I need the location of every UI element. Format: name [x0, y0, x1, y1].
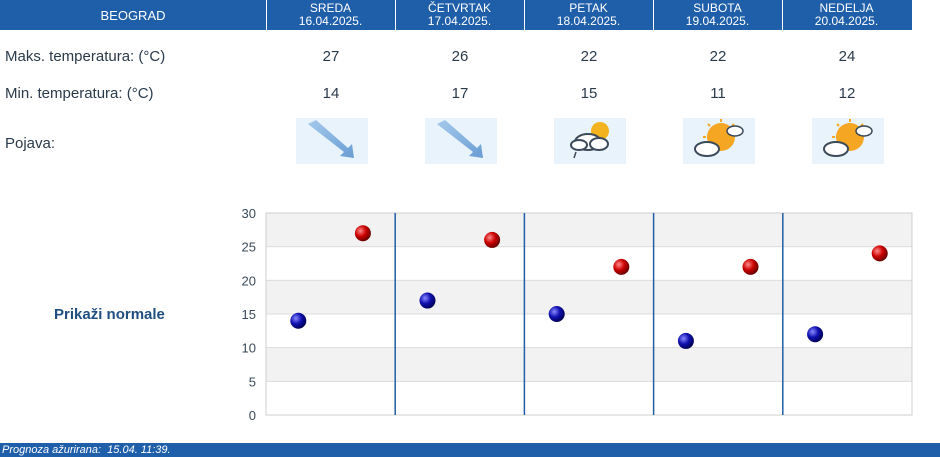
max-temp-value: 26: [451, 48, 469, 65]
y-tick-label: 25: [242, 240, 256, 255]
sleet-icon: [296, 118, 368, 164]
min-temp-value: 12: [838, 85, 856, 102]
day-date: 20.04.2025.: [814, 14, 879, 28]
y-tick-label: 30: [242, 206, 256, 221]
max-temp-point: [871, 245, 888, 262]
chart-band: [266, 213, 912, 247]
day-header-5: NEDELJA 20.04.2025.: [782, 0, 910, 30]
min-temp-label: Min. temperatura: (°C): [5, 85, 154, 102]
chart-band: [266, 347, 912, 382]
max-temp-label: Maks. temperatura: (°C): [5, 48, 166, 65]
cloud-sun-rain-icon: [554, 118, 626, 164]
city-name: BEOGRAD: [100, 7, 166, 23]
show-normals-link[interactable]: Prikaži normale: [54, 306, 165, 323]
max-temp-point: [613, 258, 630, 275]
day-date: 18.04.2025.: [556, 14, 621, 28]
y-tick-label: 5: [249, 374, 256, 389]
day-header-4: SUBOTA 19.04.2025.: [653, 0, 781, 30]
max-temp-value: 22: [580, 48, 598, 65]
phenomenon-label: Pojava:: [5, 135, 56, 152]
max-temp-point: [484, 231, 501, 248]
sun-cloud-icon: [683, 118, 755, 164]
max-temp-point: [354, 225, 371, 242]
day-name: NEDELJA: [819, 1, 874, 15]
max-temp-point: [742, 258, 759, 275]
header-spacer: [912, 0, 940, 30]
y-tick-label: 0: [249, 408, 256, 423]
chart-band: [266, 314, 912, 348]
min-temp-point: [419, 292, 436, 309]
y-tick-label: 15: [242, 307, 256, 322]
min-temp-point: [677, 332, 694, 349]
min-temp-value: 17: [451, 85, 469, 102]
chart-band: [266, 246, 912, 281]
day-name: SREDA: [309, 1, 352, 15]
y-tick-label: 10: [242, 341, 256, 356]
forecast-updated: Prognoza ažurirana: 15.04. 11:39.: [0, 443, 940, 457]
min-temp-point: [290, 312, 307, 329]
forecast-header: BEOGRAD SREDA 16.04.2025. ČETVRTAK 17.04…: [0, 0, 912, 30]
day-header-2: ČETVRTAK 17.04.2025.: [395, 0, 523, 30]
max-temp-value: 24: [838, 48, 856, 65]
day-name: SUBOTA: [693, 1, 742, 15]
sun-cloud-icon: [812, 118, 884, 164]
chart-band: [266, 280, 912, 314]
day-date: 17.04.2025.: [427, 14, 492, 28]
min-temp-value: 11: [710, 85, 726, 102]
min-temp-point: [548, 306, 565, 322]
max-temp-value: 22: [709, 48, 727, 65]
sleet-icon: [425, 118, 497, 164]
day-name: PETAK: [569, 1, 608, 15]
chart-band: [266, 381, 912, 415]
day-name: ČETVRTAK: [428, 1, 491, 15]
y-tick-label: 20: [242, 273, 256, 288]
day-date: 19.04.2025.: [685, 14, 750, 28]
day-header-3: PETAK 18.04.2025.: [524, 0, 652, 30]
min-temp-value: 14: [322, 85, 340, 102]
min-temp-value: 15: [580, 85, 598, 102]
max-temp-value: 27: [322, 48, 340, 65]
day-header-1: SREDA 16.04.2025.: [266, 0, 394, 30]
chart-frame: [265, 212, 913, 416]
day-date: 16.04.2025.: [298, 14, 363, 28]
min-temp-point: [807, 326, 824, 343]
